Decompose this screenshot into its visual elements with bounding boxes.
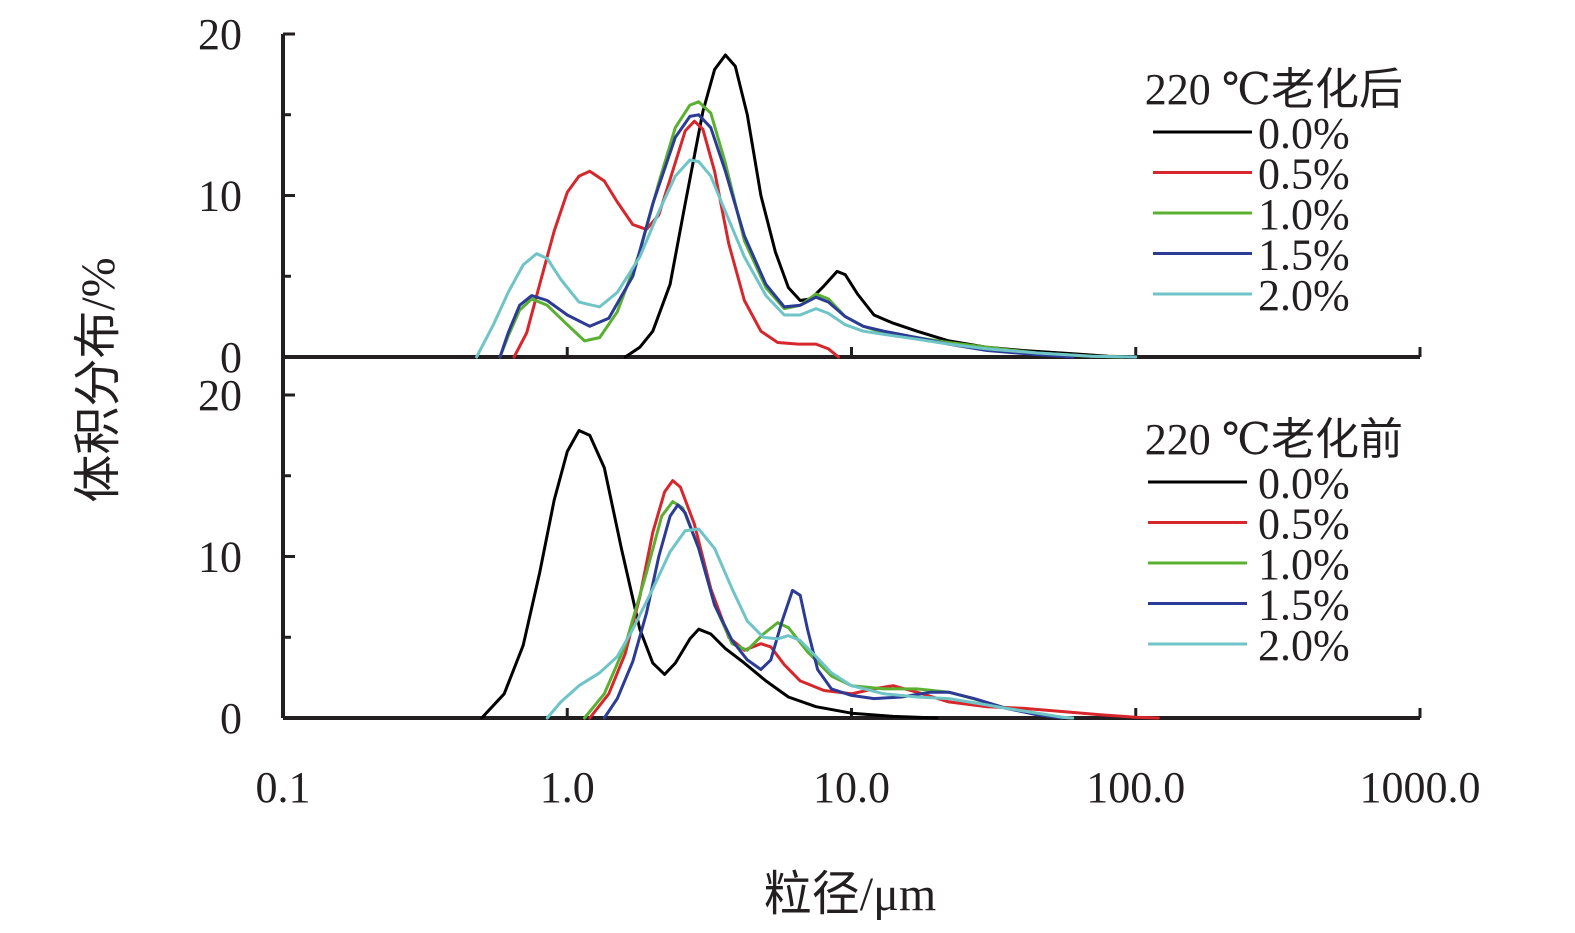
legend-title-after: 220 ℃老化后: [1145, 65, 1403, 114]
series-line-before-0: [480, 429, 939, 720]
series-line-after-1: [512, 119, 840, 359]
legend-label-before-2: 1.0%: [1258, 540, 1350, 589]
series-line-after-3: [498, 113, 1075, 359]
x-axis-title: 粒径/μm: [764, 868, 936, 921]
x-tick-label-2: 10.0: [813, 763, 890, 812]
x-tick-label-4: 1000.0: [1360, 763, 1481, 812]
series-line-after-2: [498, 100, 1125, 359]
y-tick-label-after-1: 10: [198, 172, 242, 221]
series-line-before-3: [602, 503, 1064, 720]
y-tick-label-after-0: 0: [220, 333, 242, 382]
series-line-before-4: [545, 527, 1075, 720]
legend-label-before-1: 0.5%: [1258, 500, 1350, 549]
x-tick-label-3: 100.0: [1086, 763, 1185, 812]
x-tick-label-0: 0.1: [256, 763, 311, 812]
y-tick-label-before-2: 20: [198, 371, 242, 420]
legend-label-before-4: 2.0%: [1258, 621, 1350, 670]
y-tick-label-before-0: 0: [220, 694, 242, 743]
legend-label-before-3: 1.5%: [1258, 581, 1350, 630]
legend-label-after-3: 1.5%: [1258, 231, 1350, 280]
legend-label-after-0: 0.0%: [1258, 109, 1350, 158]
y-tick-label-before-1: 10: [198, 533, 242, 582]
legend-label-after-2: 1.0%: [1258, 190, 1350, 239]
axes-layer: [281, 32, 1422, 720]
legend-label-after-4: 2.0%: [1258, 271, 1350, 320]
legend-title-before: 220 ℃老化前: [1145, 415, 1403, 464]
series-line-after-0: [623, 53, 1138, 359]
x-tick-label-1: 1.0: [540, 763, 595, 812]
series-line-before-1: [588, 479, 1160, 720]
series-layer: [475, 53, 1160, 720]
legend-label-after-1: 0.5%: [1258, 150, 1350, 199]
series-line-after-4: [475, 158, 1138, 359]
legend-label-before-0: 0.0%: [1258, 459, 1350, 508]
y-axis-title: 体积分布/%: [72, 257, 125, 502]
y-tick-label-after-2: 20: [198, 10, 242, 59]
